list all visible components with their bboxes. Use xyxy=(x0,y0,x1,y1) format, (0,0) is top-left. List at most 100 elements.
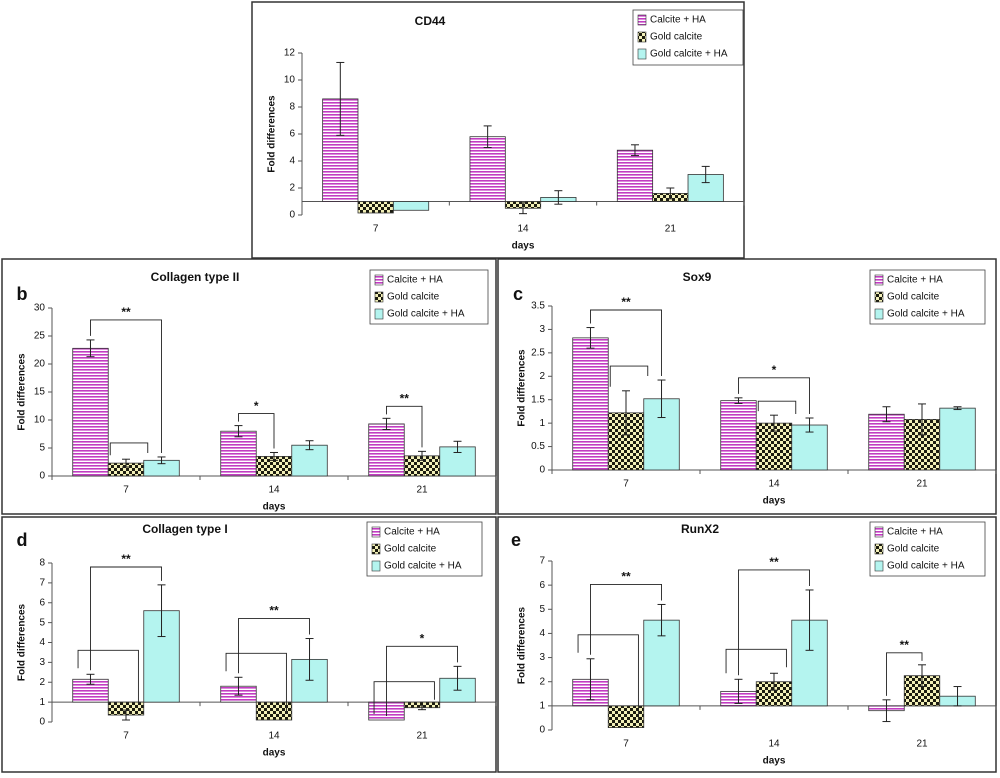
chart-panel-cd44: CD44 0 2 4 6 8 10 12 Fold differences 7 14 21 days Ca… xyxy=(251,1,745,259)
significance-bracket xyxy=(238,618,310,674)
x-tick-label-day14: 14 xyxy=(768,479,780,490)
legend-swatch-solid xyxy=(371,560,381,572)
legend-label: Gold calcite xyxy=(887,544,940,555)
significance-bracket xyxy=(725,648,787,674)
bar-checks-day14 xyxy=(255,701,293,721)
legend-swatch-stripes xyxy=(374,274,384,286)
significance-label: ** xyxy=(121,305,131,319)
bar-stripes-day14 xyxy=(469,136,506,202)
bar-solid-day21 xyxy=(687,174,724,202)
bar-stripes-day7 xyxy=(72,347,109,477)
y-tick-label: 4 xyxy=(289,156,295,167)
significance-bracket xyxy=(590,309,662,377)
significance-bracket xyxy=(738,569,810,676)
y-tick-label: 20 xyxy=(34,359,46,370)
bar-stripes-day21 xyxy=(616,149,654,202)
significance-bracket xyxy=(738,377,810,414)
chart-panel-sox9: Sox9 c 0 0.5 1 1.5 2 2.5 3 3.5 Fold differences 7 14… xyxy=(497,258,997,515)
y-tick-label: 3 xyxy=(39,657,45,668)
legend-swatch-checks xyxy=(874,291,884,303)
bar-solid-day7 xyxy=(392,201,430,211)
significance-label: ** xyxy=(769,555,779,569)
y-axis-label: Fold differences xyxy=(17,353,28,431)
legend-label: Gold calcite xyxy=(650,32,703,43)
chart-title: Collagen type II xyxy=(151,270,240,284)
x-tick-label-day7: 7 xyxy=(623,739,629,750)
y-tick-label: 2 xyxy=(39,677,45,688)
significance-label: * xyxy=(420,632,425,646)
y-tick-label: 2.5 xyxy=(531,347,545,358)
x-axis-label: days xyxy=(763,756,786,767)
legend-box xyxy=(869,269,986,325)
legend-swatch-solid xyxy=(637,48,647,60)
y-tick-label: 7 xyxy=(539,556,545,567)
y-tick-label: 0 xyxy=(39,471,45,482)
bar-solid-day21 xyxy=(939,407,976,471)
y-tick-label: 8 xyxy=(39,558,45,569)
legend-swatch-solid xyxy=(374,308,384,320)
y-tick-label: 7 xyxy=(39,578,45,589)
y-axis-label: Fold differences xyxy=(267,95,278,173)
y-axis-label: Fold differences xyxy=(517,349,528,427)
legend-label: Calcite + HA xyxy=(650,15,706,26)
legend-swatch-checks xyxy=(637,31,647,43)
significance-label: ** xyxy=(121,552,131,566)
y-axis-label: Fold differences xyxy=(17,603,28,681)
legend-swatch-checks xyxy=(371,543,381,555)
legend-box xyxy=(869,521,986,577)
legend-swatch-solid xyxy=(874,308,884,320)
bar-checks-day7 xyxy=(357,201,394,214)
significance-bracket xyxy=(386,645,458,717)
y-tick-label: 2 xyxy=(289,183,295,194)
significance-bracket xyxy=(90,319,162,453)
x-axis-label: days xyxy=(263,502,286,513)
significance-label: ** xyxy=(621,570,631,584)
y-tick-label: 1 xyxy=(39,697,45,708)
y-tick-label: 0 xyxy=(539,725,545,736)
legend-label: Calcite + HA xyxy=(387,275,443,286)
x-tick-label-day21: 21 xyxy=(665,224,677,235)
legend-swatch-stripes xyxy=(637,14,647,26)
y-tick-label: 15 xyxy=(34,387,46,398)
y-tick-label: 6 xyxy=(539,580,545,591)
y-tick-label: 5 xyxy=(39,617,45,628)
significance-bracket xyxy=(886,652,923,696)
bar-stripes-day14 xyxy=(220,430,257,477)
legend-label: Gold calcite xyxy=(387,292,440,303)
y-tick-label: 2 xyxy=(539,676,545,687)
significance-bracket xyxy=(373,681,435,715)
legend-label: Gold calcite + HA xyxy=(887,309,965,320)
significance-label: ** xyxy=(269,604,279,618)
y-tick-label: 10 xyxy=(284,75,296,86)
significance-label: * xyxy=(254,399,259,413)
significance-bracket xyxy=(238,413,275,449)
significance-label: ** xyxy=(621,295,631,309)
y-tick-label: 1 xyxy=(539,700,545,711)
y-tick-label: 25 xyxy=(34,331,46,342)
y-axis-label: Fold differences xyxy=(517,606,528,684)
chart-title: Sox9 xyxy=(683,270,712,284)
y-tick-label: 0 xyxy=(39,717,45,728)
y-tick-label: 10 xyxy=(34,415,46,426)
bar-solid-day14 xyxy=(291,444,328,477)
y-tick-label: 1.5 xyxy=(531,394,545,405)
legend-label: Calcite + HA xyxy=(887,527,943,538)
significance-label: ** xyxy=(400,391,410,405)
legend-swatch-stripes xyxy=(874,526,884,538)
chart-panel-runx2: RunX2 e 0 1 2 3 4 5 6 7 Fold differences 7 14 21 days *… xyxy=(497,516,997,773)
panel-letter: b xyxy=(17,284,28,304)
x-tick-label-day14: 14 xyxy=(768,739,780,750)
legend-label: Calcite + HA xyxy=(384,527,440,538)
x-axis-label: days xyxy=(263,748,286,759)
legend-label: Gold calcite xyxy=(384,544,437,555)
significance-bracket xyxy=(77,649,139,705)
x-tick-label-day21: 21 xyxy=(916,739,928,750)
x-tick-label-day7: 7 xyxy=(123,485,129,496)
significance-bracket xyxy=(109,442,149,456)
chart-title: Collagen type I xyxy=(142,522,227,536)
bar-stripes-day7 xyxy=(572,337,609,471)
legend-swatch-checks xyxy=(374,291,384,303)
x-tick-label-day21: 21 xyxy=(916,479,928,490)
significance-label: ** xyxy=(900,638,910,652)
